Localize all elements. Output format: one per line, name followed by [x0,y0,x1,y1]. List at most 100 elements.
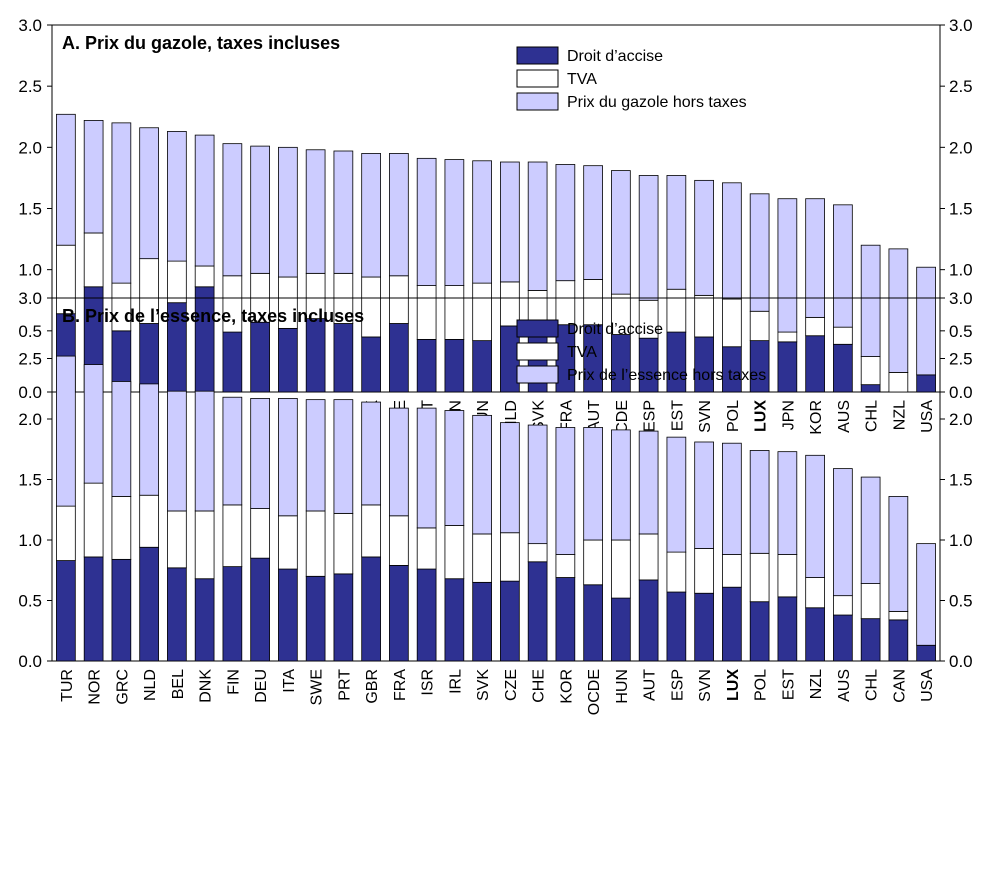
x-tick-label-aut: AUT [642,669,659,701]
legend-swatch-pretax [516,365,559,384]
bar-segment-vat-aus [833,326,853,345]
y-tick-label-right: 1.0 [949,531,973,550]
bar-segment-pretax-usa [916,543,936,646]
bar-segment-pretax-nor [56,113,76,246]
bar-segment-vat-can [888,610,909,621]
bar-segment-pretax-tur [111,122,132,284]
bar-segment-pretax-chl [860,244,881,357]
bar-segment-pretax-fra [389,407,409,517]
y-tick-label-right: 0.0 [949,652,973,671]
bar-segment-vat-irl [444,525,465,580]
bar-segment-excise-irl [333,323,354,393]
legend-swatch-vat [516,342,559,361]
bar-segment-vat-nld [139,494,159,548]
bar-segment-pretax-grc [222,143,243,277]
bar-segment-vat-che [194,265,215,288]
bar-segment-excise-usa [916,644,936,662]
bar-segment-pretax-nor [83,364,104,484]
bar-segment-pretax-fin [222,396,243,506]
x-tick-label-aus: AUS [836,400,853,433]
bar-segment-pretax-nzl [805,454,825,578]
bar-segment-excise-aut [638,579,659,662]
x-tick-label-kor: KOR [558,669,575,704]
bar-segment-excise-gbr [361,556,381,662]
y-tick-label-left: 1.5 [18,200,42,219]
bar-segment-pretax-esp [666,436,687,553]
x-tick-label-gbr: GBR [364,669,381,704]
bar-segment-pretax-aut [638,430,659,535]
x-tick-label-aut: AUT [586,400,603,432]
bar-segment-vat-pol [722,298,742,348]
x-tick-label-hun: HUN [614,669,631,704]
bar-segment-pretax-svn [694,441,714,549]
bar-segment-pretax-isr [416,407,437,529]
bar-segment-pretax-deu [305,149,326,274]
bar-segment-pretax-pol [749,450,770,554]
x-tick-label-jpn: JPN [780,400,797,430]
bar-segment-vat-pol [749,552,770,603]
x-tick-label-tur: TUR [59,669,76,702]
bar-segment-pretax-svn [694,179,714,296]
bar-segment-vat-jpn [777,331,798,343]
x-tick-label-deu: DEU [253,669,270,703]
bar-segment-pretax-nld [500,161,520,283]
bar-segment-pretax-ita [250,145,270,274]
y-tick-label-right: 3.0 [949,16,973,35]
bar-segment-excise-nld [139,546,159,662]
y-tick-label-left: 1.0 [18,531,42,550]
bar-segment-vat-chl [860,583,881,620]
y-tick-label-left: 0.0 [18,383,42,402]
bar-segment-vat-prt [416,285,437,340]
bar-segment-vat-isr [416,527,437,570]
bar-segment-vat-ita [278,515,298,570]
bar-segment-vat-svn [694,294,714,338]
bar-segment-excise-dnk [194,578,215,662]
bar-segment-vat-grc [111,496,132,560]
bar-segment-vat-svn [694,548,714,594]
y-tick-label-left: 0.5 [18,592,42,611]
bar-segment-pretax-aus [833,468,853,597]
legend-label-pretax: Prix du gazole hors taxes [567,94,747,111]
legend-label-pretax: Prix de l’essence hors taxes [567,367,766,384]
x-tick-label-lux: LUX [725,669,742,701]
x-tick-label-svk: SVK [531,400,548,432]
bar-segment-excise-dnk [361,336,381,393]
bar-segment-excise-ocde [583,584,603,662]
bar-segment-pretax-swe [139,127,159,260]
bar-segment-excise-est [777,596,798,662]
chart-panel-b: 0.0 0.0 0.5 0.5 1.0 1.0 1.5 1.5 2.0 2.0 2.5 2.5 3.0 3… [18,289,972,715]
bar-segment-vat-lux [749,310,770,342]
bar-segment-vat-fra [555,280,576,326]
bar-segment-pretax-svk [527,161,548,291]
x-tick-label-isr: ISR [420,669,437,696]
bar-segment-excise-svn [694,592,714,662]
x-tick-label-grc: GRC [114,669,131,705]
bar-segment-pretax-tur [56,355,76,507]
bar-segment-excise-pol [749,601,770,662]
bar-segment-excise-bel [167,567,187,662]
x-tick-label-est: EST [669,400,686,431]
bar-segment-vat-dnk [194,510,215,580]
bar-segment-pretax-nzl [888,248,909,373]
bar-segment-pretax-gbr [83,120,104,234]
bar-segment-vat-aus [833,595,853,616]
bar-segment-excise-bel [278,327,298,393]
bar-segment-vat-nor [83,482,104,558]
bar-segment-pretax-est [777,451,798,555]
bar-segment-pretax-fra [555,164,576,282]
bar-segment-vat-esp [666,551,687,593]
bar-segment-pretax-kor [555,427,576,555]
bar-segment-excise-chl [860,618,881,662]
bar-segment-pretax-hun [472,160,492,284]
bar-segment-pretax-irl [444,410,465,526]
bar-segment-vat-fra [389,515,409,566]
y-tick-label-left: 0.5 [18,322,42,341]
y-tick-label-right: 1.0 [949,261,973,280]
bar-segment-pretax-fin [444,159,465,286]
bar-segment-pretax-cze [389,153,409,277]
y-tick-label-right: 2.0 [949,410,973,429]
x-tick-label-pol: POL [725,400,742,432]
bar-segment-excise-jpn [777,341,798,393]
bar-segment-pretax-swe [305,399,326,512]
bar-segment-excise-hun [611,597,631,662]
